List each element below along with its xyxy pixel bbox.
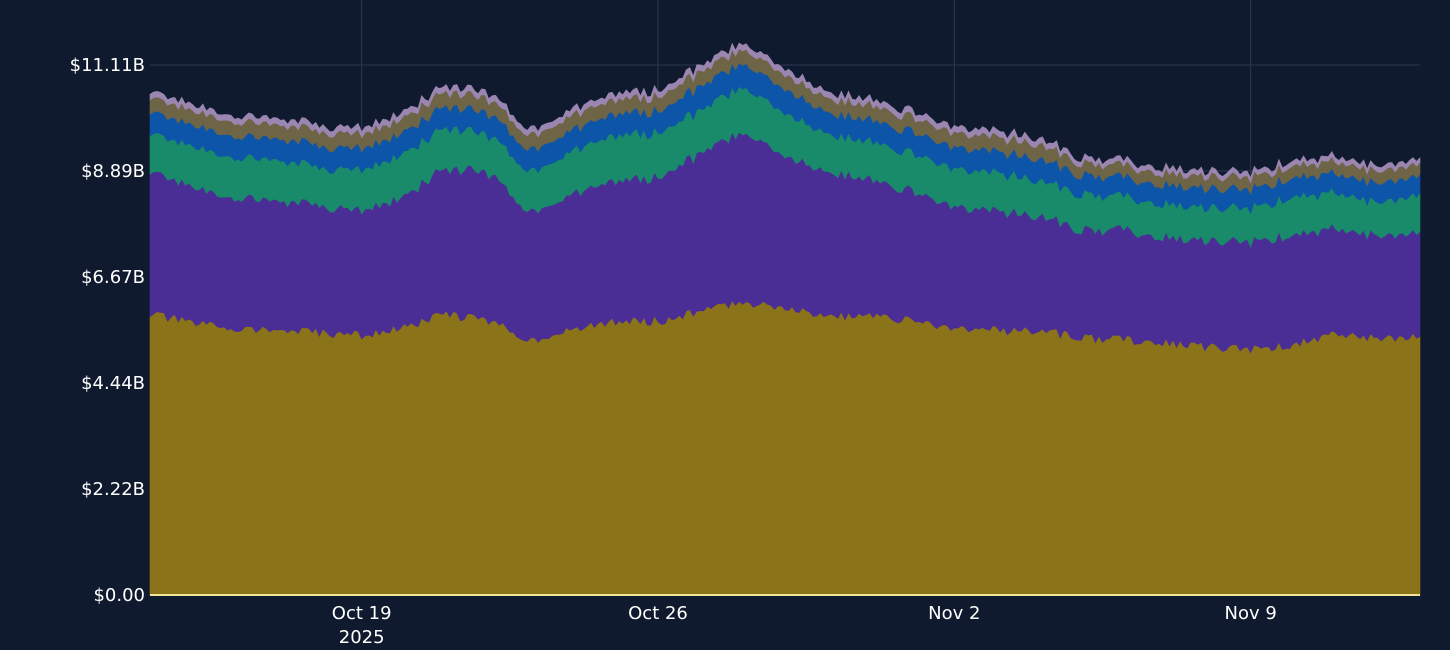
y-tick-label: $11.11B xyxy=(70,55,145,76)
axis-layer: $0.00 $2.22B $4.44B $6.67B $8.89B $11.11B Oct … xyxy=(70,55,1420,648)
x-tick-label: Oct 19 xyxy=(332,603,392,624)
x-tick-label: Nov 9 xyxy=(1225,603,1277,624)
x-tick-label: Nov 2 xyxy=(928,603,980,624)
y-tick-label: $2.22B xyxy=(81,479,145,500)
y-tick-label: $8.89B xyxy=(81,161,145,182)
area-layer xyxy=(149,42,1421,596)
x-tick-sublabel: 2025 xyxy=(339,627,385,648)
y-tick-label: $4.44B xyxy=(81,373,145,394)
x-tick-label: Oct 26 xyxy=(628,603,688,624)
area-series-6 xyxy=(149,42,1421,184)
y-tick-label: $0.00 xyxy=(93,585,145,606)
y-tick-label: $6.67B xyxy=(81,267,145,288)
